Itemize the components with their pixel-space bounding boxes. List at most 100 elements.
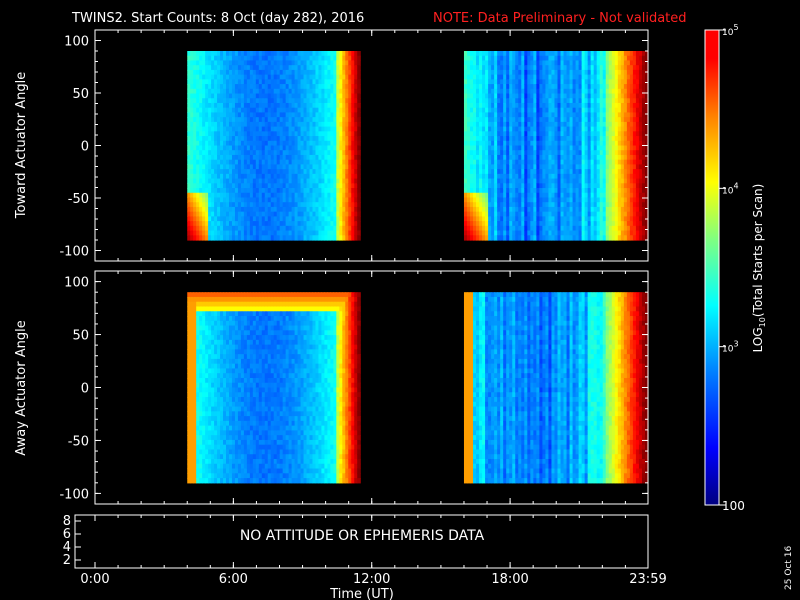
heatmap-cell — [249, 206, 254, 213]
heatmap-cell — [521, 126, 525, 132]
heatmap-cell — [482, 216, 486, 222]
heatmap-cell — [196, 306, 200, 312]
heatmap-cell — [587, 211, 592, 217]
heatmap-cell — [333, 74, 337, 80]
heatmap-cell — [548, 88, 553, 95]
heatmap-cell — [482, 84, 486, 90]
heatmap-cell — [330, 88, 334, 95]
heatmap-cell — [524, 206, 528, 213]
heatmap-cell — [566, 159, 571, 165]
heatmap-cell — [249, 225, 254, 232]
heatmap-cell — [211, 150, 215, 156]
heatmap-cell — [560, 84, 565, 90]
heatmap-cell — [548, 192, 553, 199]
heatmap-cell — [217, 140, 221, 147]
heatmap-cell — [500, 169, 504, 175]
heatmap-cell — [193, 420, 197, 427]
heatmap-cell — [623, 98, 628, 104]
heatmap-cell — [205, 136, 209, 142]
heatmap-cell — [533, 235, 537, 241]
heatmap-cell — [533, 173, 537, 180]
heatmap-cell — [463, 55, 468, 62]
heatmap-cell — [485, 230, 489, 236]
heatmap-cell — [267, 117, 272, 123]
heatmap-cell — [312, 140, 317, 147]
heatmap-cell — [605, 183, 610, 189]
heatmap-cell — [524, 216, 528, 222]
heatmap-cell — [285, 221, 290, 227]
heatmap-cell — [327, 121, 331, 128]
heatmap-cell — [309, 136, 314, 142]
heatmap-cell — [231, 74, 236, 80]
heatmap-cell — [551, 140, 556, 147]
heatmap-cell — [617, 211, 622, 217]
heatmap-cell — [199, 316, 203, 322]
heatmap-cell — [527, 206, 531, 213]
heatmap-cell — [584, 140, 589, 147]
heatmap-cell — [357, 69, 361, 76]
heatmap-cell — [593, 51, 598, 57]
heatmap-cell — [470, 206, 474, 213]
heatmap-cell — [635, 55, 640, 62]
heatmap-cell — [551, 159, 556, 165]
heatmap-cell — [620, 216, 625, 222]
heatmap-cell — [554, 188, 559, 194]
heatmap-cell — [512, 136, 516, 142]
heatmap-cell — [345, 202, 349, 208]
heatmap-cell — [243, 55, 248, 62]
heatmap-cell — [255, 230, 260, 236]
heatmap-cell — [324, 188, 328, 194]
heatmap-cell — [205, 164, 209, 170]
heatmap-cell — [527, 211, 531, 217]
heatmap-cell — [608, 188, 613, 194]
heatmap-cell — [261, 235, 266, 241]
heatmap-cell — [214, 131, 218, 137]
heatmap-cell — [476, 93, 480, 99]
heatmap-cell — [273, 74, 278, 80]
heatmap-cell — [270, 60, 275, 66]
heatmap-cell — [466, 150, 471, 156]
heatmap-cell — [193, 173, 197, 180]
heatmap-cell — [348, 173, 352, 180]
heatmap-cell — [512, 192, 516, 199]
heatmap-cell — [488, 230, 492, 236]
heatmap-cell — [226, 136, 230, 142]
heatmap-cell — [255, 145, 260, 151]
heatmap-cell — [228, 202, 233, 208]
heatmap-cell — [575, 159, 580, 165]
heatmap-cell — [533, 126, 537, 132]
heatmap-cell — [488, 140, 492, 147]
heatmap-cell — [193, 60, 197, 66]
heatmap-cell — [300, 74, 305, 80]
heatmap-cell — [187, 202, 191, 208]
heatmap-cell — [270, 159, 275, 165]
heatmap-cell — [211, 173, 215, 180]
heatmap-cell — [199, 107, 203, 114]
heatmap-cell — [237, 131, 242, 137]
heatmap-cell — [258, 55, 263, 62]
heatmap-cell — [261, 136, 266, 142]
heatmap-cell — [575, 178, 580, 184]
heatmap-cell — [246, 150, 251, 156]
heatmap-cell — [503, 140, 507, 147]
heatmap-cell — [548, 65, 553, 71]
heatmap-cell — [578, 51, 583, 57]
heatmap-cell — [602, 183, 607, 189]
heatmap-cell — [590, 136, 595, 142]
heatmap-cell — [527, 117, 531, 123]
heatmap-cell — [282, 230, 287, 236]
heatmap-cell — [641, 188, 646, 194]
heatmap-cell — [348, 102, 352, 109]
heatmap-cell — [217, 121, 221, 128]
heatmap-cell — [282, 225, 287, 232]
heatmap-cell — [354, 117, 358, 123]
heatmap-cell — [243, 60, 248, 66]
heatmap-cell — [294, 230, 299, 236]
heatmap-cell — [348, 159, 352, 165]
heatmap-cell — [509, 107, 513, 114]
heatmap-cell — [300, 131, 305, 137]
heatmap-cell — [190, 206, 194, 213]
heatmap-cell — [632, 202, 637, 208]
heatmap-cell — [285, 131, 290, 137]
heatmap-cell — [339, 112, 343, 118]
